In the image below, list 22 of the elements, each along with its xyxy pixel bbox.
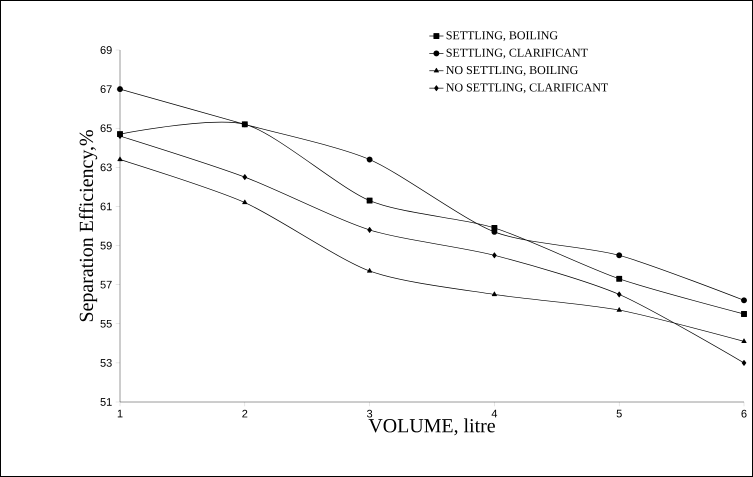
y-tick-label: 67 <box>100 85 112 93</box>
legend-label: NO SETTLING, BOILING <box>446 66 578 76</box>
x-tick-label: 1 <box>118 410 123 418</box>
y-tick-label: 63 <box>100 163 112 172</box>
legend-label: SETTLING, BOILING <box>446 31 558 42</box>
y-axis-title: Separation Efficiency,% <box>78 130 98 322</box>
x-tick-label: 5 <box>616 410 622 418</box>
y-tick-label: 65 <box>100 124 112 132</box>
y-tick-label: 69 <box>100 46 112 54</box>
legend-label: NO SETTLING, CLARIFICANT <box>446 83 608 94</box>
x-tick-label: 4 <box>492 410 498 418</box>
x-tick-label: 3 <box>366 410 372 418</box>
legend-label: SETTLING, CLARIFICANT <box>446 48 588 58</box>
y-tick-label: 59 <box>100 242 112 250</box>
y-tick-label: 51 <box>100 398 112 406</box>
y-tick-label: 55 <box>100 320 112 328</box>
y-tick-label: 57 <box>100 280 112 288</box>
y-tick-label: 61 <box>100 202 112 210</box>
x-axis-title: VOLUME, litre <box>368 418 495 436</box>
x-tick-label: 2 <box>242 410 248 418</box>
y-tick-label: 53 <box>100 359 112 367</box>
x-tick-label: 6 <box>742 410 747 418</box>
